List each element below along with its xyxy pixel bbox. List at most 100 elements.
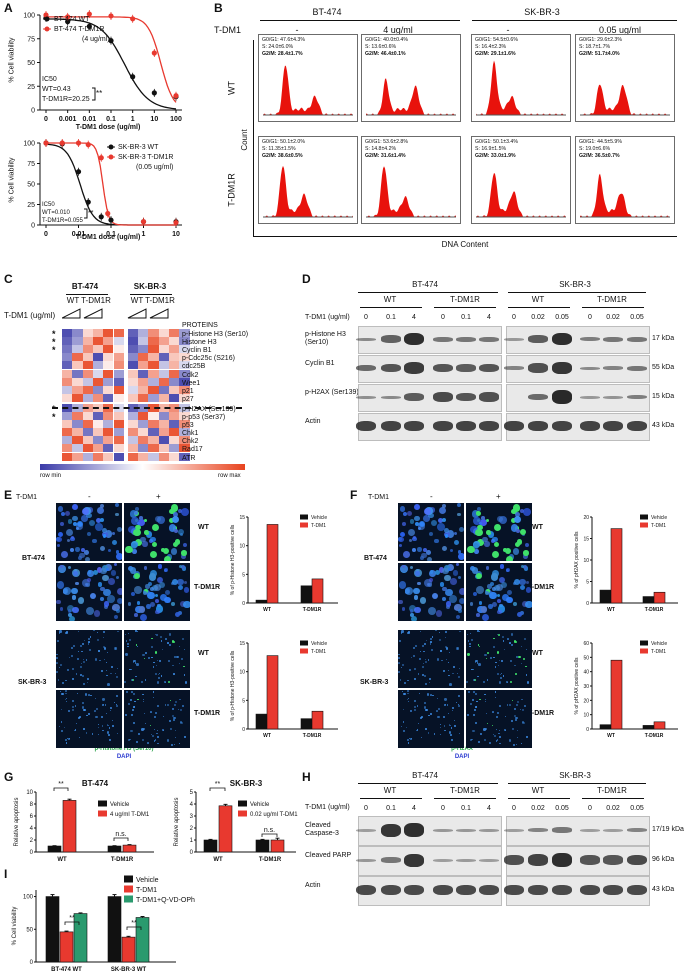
- a-bot-r-point: [75, 140, 82, 146]
- dapi-nucleus: [409, 538, 413, 542]
- heatmap-star: *: [52, 329, 56, 339]
- dapi-nucleus: [142, 590, 148, 596]
- dapi-nucleus: [439, 726, 441, 729]
- e-chart-1-bar: [300, 585, 313, 604]
- heatmap-cell: [169, 353, 180, 362]
- h-band: [627, 884, 647, 896]
- heatmap-cell: [103, 361, 114, 370]
- dapi-nucleus: [130, 669, 132, 671]
- panel-label-e: E: [4, 488, 13, 502]
- stained-nucleus: [134, 539, 142, 547]
- dapi-nucleus: [413, 587, 421, 595]
- g-chart-1-bar: [47, 845, 62, 853]
- a-bot-wt-point: [75, 169, 82, 175]
- b-divider-2: [472, 20, 677, 21]
- dapi-nucleus: [116, 694, 119, 697]
- dapi-nucleus: [477, 630, 480, 633]
- flow-stat-line: S: 11.35±1.5%: [262, 146, 296, 152]
- dapi-nucleus: [131, 708, 134, 711]
- dapi-nucleus: [441, 503, 447, 509]
- d-band: [356, 395, 376, 399]
- dapi-nucleus: [146, 604, 151, 609]
- dapi-nucleus: [76, 692, 78, 694]
- heatmap-cell: [92, 412, 104, 421]
- dapi-nucleus: [125, 639, 128, 642]
- microE-tile: [56, 690, 122, 748]
- flow-stats: G0/G1: 50.1±3.4% S: 16.9±1.5% G2/M: 33.0±1…: [475, 139, 518, 160]
- dapi-nucleus: [502, 640, 505, 642]
- d-dose: 0.1: [461, 314, 471, 321]
- dapi-nucleus: [471, 638, 474, 641]
- d-band: [356, 337, 376, 341]
- heatmap-cell: [62, 452, 73, 461]
- dapi-nucleus: [127, 632, 129, 634]
- h-band: [528, 854, 548, 866]
- heatmap-cell: [113, 369, 124, 378]
- b-yaxis: [253, 40, 254, 236]
- d-div-2: [508, 292, 646, 293]
- dapi-nucleus: [429, 570, 434, 574]
- dapi-nucleus: [412, 654, 416, 657]
- dapi-nucleus: [125, 633, 127, 635]
- h-band: [404, 884, 424, 896]
- heatmap-cell: [148, 369, 159, 378]
- dapi-nucleus: [179, 698, 181, 701]
- dapi-nucleus: [105, 661, 107, 663]
- flow-stat-line: G0/G1: 50.1±2.0%: [262, 139, 305, 145]
- heatmap-cell: [62, 444, 73, 453]
- dapi-nucleus: [430, 641, 432, 643]
- dapi-nucleus: [102, 533, 107, 538]
- dapi-nucleus: [491, 569, 499, 577]
- dapi-nucleus: [448, 731, 452, 734]
- flow-histogram-area: [580, 84, 670, 115]
- dapi-nucleus: [142, 653, 145, 657]
- dapi-nucleus: [81, 579, 90, 587]
- flow-histogram: [580, 173, 670, 218]
- stained-nucleus: [486, 652, 489, 655]
- a-bot-xlabel: T-DM1 dose (ug/ml): [75, 234, 141, 241]
- dapi-nucleus: [418, 723, 420, 725]
- dapi-nucleus: [65, 630, 69, 634]
- heatmap-cell: [148, 345, 159, 354]
- dapi-nucleus: [154, 516, 161, 523]
- g-chart-2-ytick-label: 3: [190, 814, 194, 820]
- heatmap-cell: [113, 337, 124, 346]
- heatmap-cell: [82, 377, 93, 386]
- dapi-nucleus: [95, 517, 101, 523]
- e-chart-2-xtick-label: WT: [263, 733, 271, 739]
- dapi-nucleus: [414, 606, 421, 614]
- a-bot-r-point: [98, 155, 104, 161]
- dapi-nucleus: [457, 675, 461, 679]
- dapi-nucleus: [399, 506, 406, 512]
- flow-histogram-area: [580, 173, 670, 217]
- heatmap-star: *: [52, 403, 56, 414]
- dapi-nucleus: [482, 613, 490, 621]
- f-row-4: T-DM1R: [528, 710, 555, 717]
- dapi-nucleus: [455, 563, 459, 567]
- dapi-nucleus: [65, 700, 67, 702]
- dapi-nucleus: [491, 602, 497, 608]
- dapi-nucleus: [101, 704, 104, 707]
- heatmap-cell: [72, 436, 83, 445]
- d-band: [456, 420, 476, 432]
- dapi-nucleus: [57, 532, 63, 537]
- dapi-nucleus: [59, 690, 62, 693]
- dapi-nucleus: [498, 577, 505, 584]
- heatmap-cell: [169, 452, 180, 461]
- i-chart-bar: [121, 936, 136, 963]
- dapi-nucleus: [438, 567, 445, 573]
- dapi-nucleus: [177, 610, 183, 616]
- g-chart-1-title: BT-474: [82, 779, 109, 788]
- d-band: [580, 395, 600, 399]
- dapi-nucleus: [175, 611, 181, 618]
- dapi-nucleus: [458, 609, 463, 614]
- f-chart-2-bar: [610, 659, 623, 730]
- b-tdm1: T-DM1: [214, 25, 241, 35]
- heatmap-cell: [82, 329, 93, 338]
- heatmap-cell: [158, 428, 169, 437]
- dapi-nucleus: [143, 728, 145, 731]
- flow-histogram-area: [476, 60, 566, 115]
- dapi-nucleus: [500, 672, 502, 675]
- dapi-nucleus: [519, 578, 526, 586]
- a-bot-r-point: [59, 140, 65, 146]
